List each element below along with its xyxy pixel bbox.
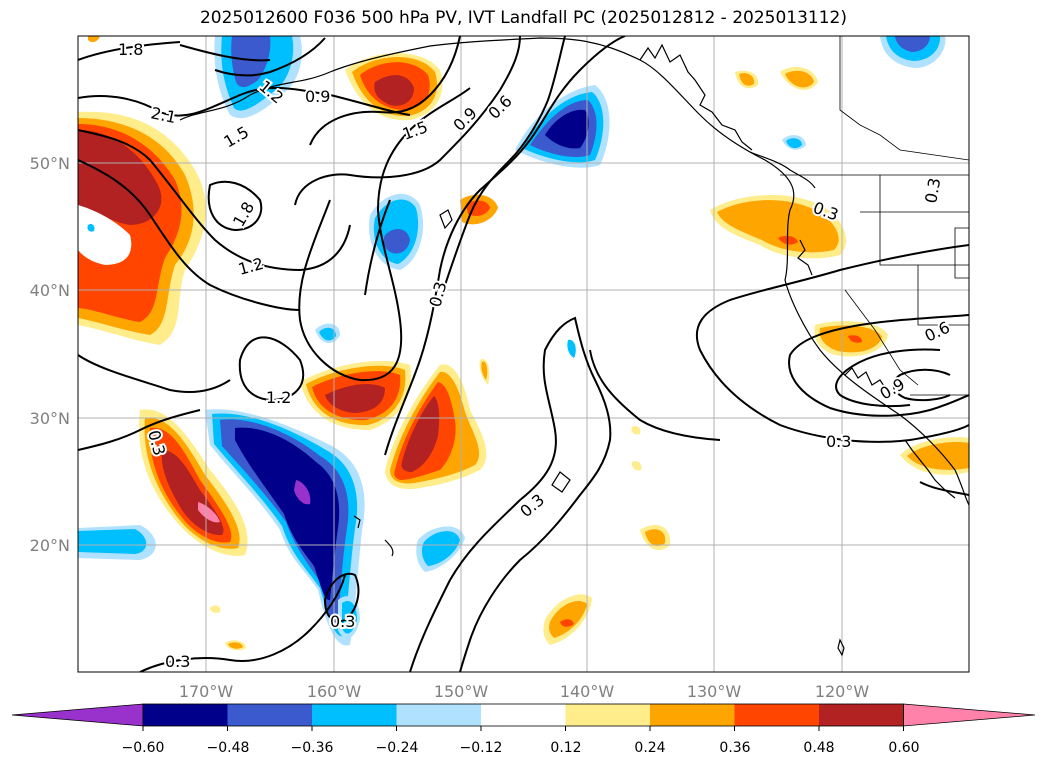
colorbar-outline bbox=[142, 703, 904, 727]
contour-label: 0.3 bbox=[165, 652, 190, 671]
colorbar-tick-label: 0.60 bbox=[888, 740, 919, 756]
lat-tick-label: 20°N bbox=[30, 536, 70, 555]
map-title: 2025012600 F036 500 hPa PV, IVT Landfall… bbox=[199, 8, 847, 28]
colorbar-tick-label: −0.36 bbox=[291, 740, 334, 756]
lat-tick-label: 30°N bbox=[30, 409, 70, 428]
contour-label: 0.3 bbox=[826, 432, 851, 451]
colorbar-segment bbox=[312, 704, 397, 726]
colorbar-tick-label: −0.12 bbox=[460, 740, 503, 756]
lat-tick-labels: 50°N 40°N 30°N 20°N bbox=[30, 154, 70, 555]
lon-tick-label: 140°W bbox=[560, 682, 615, 701]
pv-contours bbox=[78, 36, 969, 672]
colorbar-extend-low bbox=[11, 703, 144, 727]
lat-tick-label: 50°N bbox=[30, 154, 70, 173]
lon-tick-label: 120°W bbox=[815, 682, 870, 701]
map-border bbox=[77, 35, 970, 673]
colorbar-segment bbox=[565, 704, 651, 726]
colorbar-tick-label: 0.36 bbox=[719, 740, 750, 756]
lon-tick-labels: 170°W 160°W 150°W 140°W 130°W 120°W bbox=[179, 682, 870, 701]
colorbar-extend-high bbox=[903, 703, 1036, 727]
contour-label: 1.2 bbox=[266, 388, 291, 407]
colorbar-segment bbox=[819, 704, 904, 726]
gridlines bbox=[78, 36, 969, 672]
political-borders bbox=[780, 36, 969, 396]
colorbar-tick-label: −0.48 bbox=[207, 740, 250, 756]
colorbar-tick-label: −0.60 bbox=[122, 740, 165, 756]
colorbar-segment bbox=[734, 704, 820, 726]
colorbar-tick-label: 0.24 bbox=[634, 740, 665, 756]
colorbar-tick-label: 0.12 bbox=[550, 740, 581, 756]
lon-tick-label: 150°W bbox=[434, 682, 489, 701]
contour-label: 0.3 bbox=[330, 612, 355, 631]
colorbar-ticks: −0.60 −0.48 −0.36 −0.24 −0.12 0.12 0.24 … bbox=[122, 740, 920, 756]
colorbar-segment bbox=[143, 704, 228, 726]
lon-tick-label: 170°W bbox=[179, 682, 234, 701]
colorbar-segment bbox=[481, 704, 566, 726]
colorbar-tick-label: −0.24 bbox=[376, 740, 419, 756]
contour-label: 1.8 bbox=[118, 40, 143, 59]
colorbar bbox=[11, 703, 1036, 731]
colorbar-segment bbox=[227, 704, 313, 726]
lat-tick-label: 40°N bbox=[30, 281, 70, 300]
colorbar-tick-label: 0.48 bbox=[803, 740, 834, 756]
contour-label: 0.9 bbox=[305, 87, 330, 106]
colorbar-segment bbox=[650, 704, 735, 726]
colorbar-segment bbox=[396, 704, 482, 726]
lon-tick-label: 130°W bbox=[687, 682, 742, 701]
lon-tick-label: 160°W bbox=[307, 682, 362, 701]
